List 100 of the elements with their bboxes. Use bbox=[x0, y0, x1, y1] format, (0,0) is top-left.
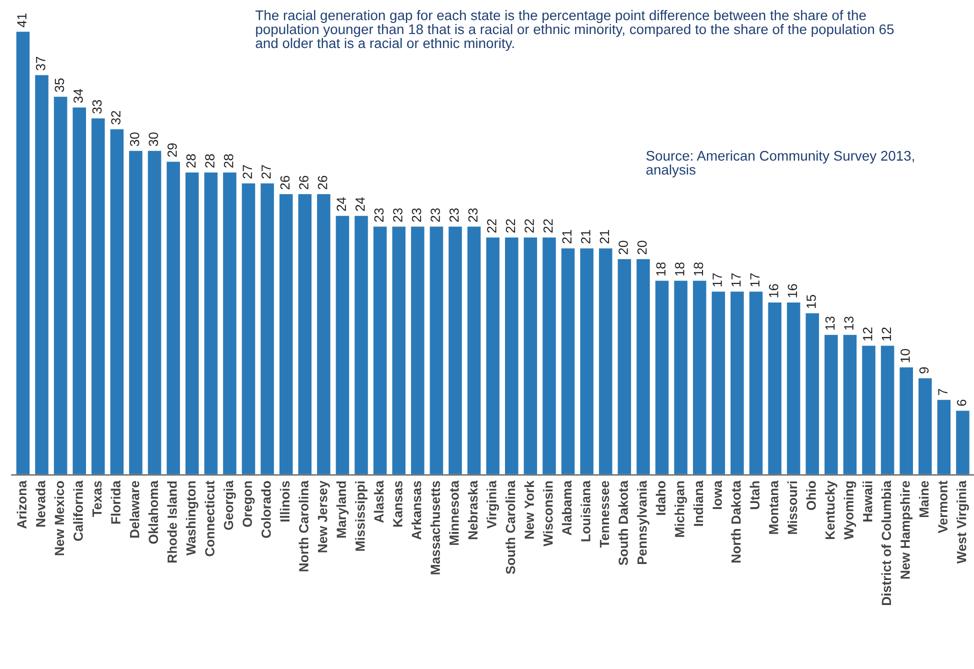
x-tick-label: Connecticut bbox=[204, 480, 214, 556]
bar bbox=[165, 160, 182, 475]
bar bbox=[917, 376, 934, 475]
data-label: 32 bbox=[111, 110, 120, 124]
x-tick-label: Kentucky bbox=[825, 480, 838, 540]
data-label: 37 bbox=[36, 56, 46, 70]
bar bbox=[860, 344, 877, 475]
data-label: 23 bbox=[430, 208, 440, 222]
bar bbox=[842, 334, 858, 475]
data-label: 18 bbox=[656, 262, 666, 276]
bar bbox=[184, 171, 200, 475]
x-tick-label: Arkansas bbox=[412, 481, 422, 540]
data-label: 18 bbox=[674, 262, 684, 276]
bar bbox=[90, 116, 106, 475]
data-label: 26 bbox=[299, 176, 308, 190]
data-label: 27 bbox=[242, 165, 252, 178]
data-label: 9 bbox=[919, 367, 929, 374]
data-label: 6 bbox=[956, 400, 966, 406]
data-label: 16 bbox=[768, 284, 778, 298]
bar bbox=[240, 182, 257, 475]
data-label: 17 bbox=[750, 273, 760, 286]
bar bbox=[316, 192, 332, 475]
x-tick-label: Pennsylvania bbox=[637, 480, 650, 564]
bar bbox=[447, 225, 464, 475]
x-tick-label: Rhode Island bbox=[167, 481, 177, 562]
data-label: 26 bbox=[280, 176, 290, 190]
data-label: 17 bbox=[732, 273, 741, 286]
x-tick-label: Massachusetts bbox=[430, 481, 440, 574]
bar bbox=[484, 236, 501, 475]
bar bbox=[898, 366, 914, 475]
bar bbox=[128, 149, 144, 475]
bar bbox=[654, 279, 670, 475]
bar bbox=[766, 301, 783, 475]
data-label: 21 bbox=[581, 230, 590, 244]
x-tick-label: Maine bbox=[918, 480, 929, 518]
x-tick-label: Idaho bbox=[656, 481, 666, 515]
data-label: 41 bbox=[17, 13, 26, 28]
x-tick-label: North Dakota bbox=[731, 480, 741, 562]
data-label: 34 bbox=[74, 89, 83, 103]
data-label: 15 bbox=[806, 294, 816, 308]
data-label: 20 bbox=[618, 240, 628, 254]
annotation: The racial generation gap for each state is the percentage point difference between the share of the population younger than 18 that is a racial or ethnic minority, compared to the share of the population 65 and older that is a racial or ethnic minority. bbox=[256, 10, 894, 51]
bar bbox=[334, 214, 351, 475]
x-tick-label: Montana bbox=[769, 480, 778, 534]
data-label: 29 bbox=[168, 143, 177, 157]
x-tick-label: Florida bbox=[110, 480, 120, 524]
bar bbox=[146, 149, 163, 475]
bar bbox=[428, 225, 444, 475]
data-label: 18 bbox=[694, 262, 704, 276]
data-label: 28 bbox=[205, 154, 214, 168]
bar bbox=[278, 192, 294, 475]
x-tick-label: Wisconsin bbox=[543, 481, 553, 546]
data-label: 23 bbox=[468, 208, 478, 222]
bar bbox=[353, 214, 370, 475]
x-tick-label: Nebraska bbox=[468, 480, 478, 540]
bar bbox=[222, 171, 238, 475]
x-tick-label: Colorado bbox=[261, 481, 271, 538]
data-label: 23 bbox=[449, 208, 459, 222]
data-label: 12 bbox=[882, 328, 891, 341]
bar bbox=[804, 312, 820, 475]
data-label: 35 bbox=[54, 78, 64, 92]
x-tick-label: South Carolina bbox=[505, 480, 516, 574]
data-label: 21 bbox=[600, 230, 610, 244]
x-tick-label: Mississippi bbox=[355, 481, 368, 551]
x-tick-label: California bbox=[73, 480, 83, 541]
data-label: 16 bbox=[788, 284, 798, 298]
data-label: 30 bbox=[130, 132, 140, 146]
bar bbox=[108, 128, 125, 475]
bar bbox=[259, 182, 276, 475]
data-label: 28 bbox=[186, 154, 196, 168]
x-tick-label: Oregon bbox=[242, 481, 255, 527]
bar bbox=[823, 334, 840, 475]
data-label: 12 bbox=[862, 328, 872, 341]
x-tick-label: Georgia bbox=[224, 480, 236, 530]
data-label: 21 bbox=[562, 230, 572, 244]
data-label: 23 bbox=[412, 208, 422, 222]
bar bbox=[71, 106, 88, 475]
x-tick-label: New Hampshire bbox=[900, 480, 912, 579]
bar bbox=[560, 246, 576, 475]
x-tick-label: Missouri bbox=[787, 481, 798, 534]
x-tick-label: North Carolina bbox=[298, 480, 308, 572]
bar bbox=[616, 258, 632, 475]
data-label: 24 bbox=[336, 197, 346, 211]
data-label: 22 bbox=[543, 219, 553, 233]
bar bbox=[372, 225, 388, 475]
x-tick-label: New Jersey bbox=[318, 480, 330, 552]
bar bbox=[466, 225, 482, 475]
x-tick-label: Michigan bbox=[674, 481, 687, 537]
x-tick-label: Utah bbox=[750, 481, 760, 510]
data-label: 10 bbox=[900, 349, 910, 362]
bar bbox=[635, 258, 652, 475]
x-tick-label: Oklahoma bbox=[148, 480, 158, 544]
bar bbox=[52, 95, 69, 475]
annotation: Source: American Community Survey 2013, analysis bbox=[646, 150, 914, 178]
x-tick-label: Indiana bbox=[693, 480, 704, 526]
data-label: 26 bbox=[318, 176, 328, 190]
data-label: 7 bbox=[938, 388, 948, 395]
x-tick-label: Hawaii bbox=[862, 481, 872, 522]
bar bbox=[729, 290, 746, 475]
x-tick-label: Virginia bbox=[486, 480, 500, 529]
